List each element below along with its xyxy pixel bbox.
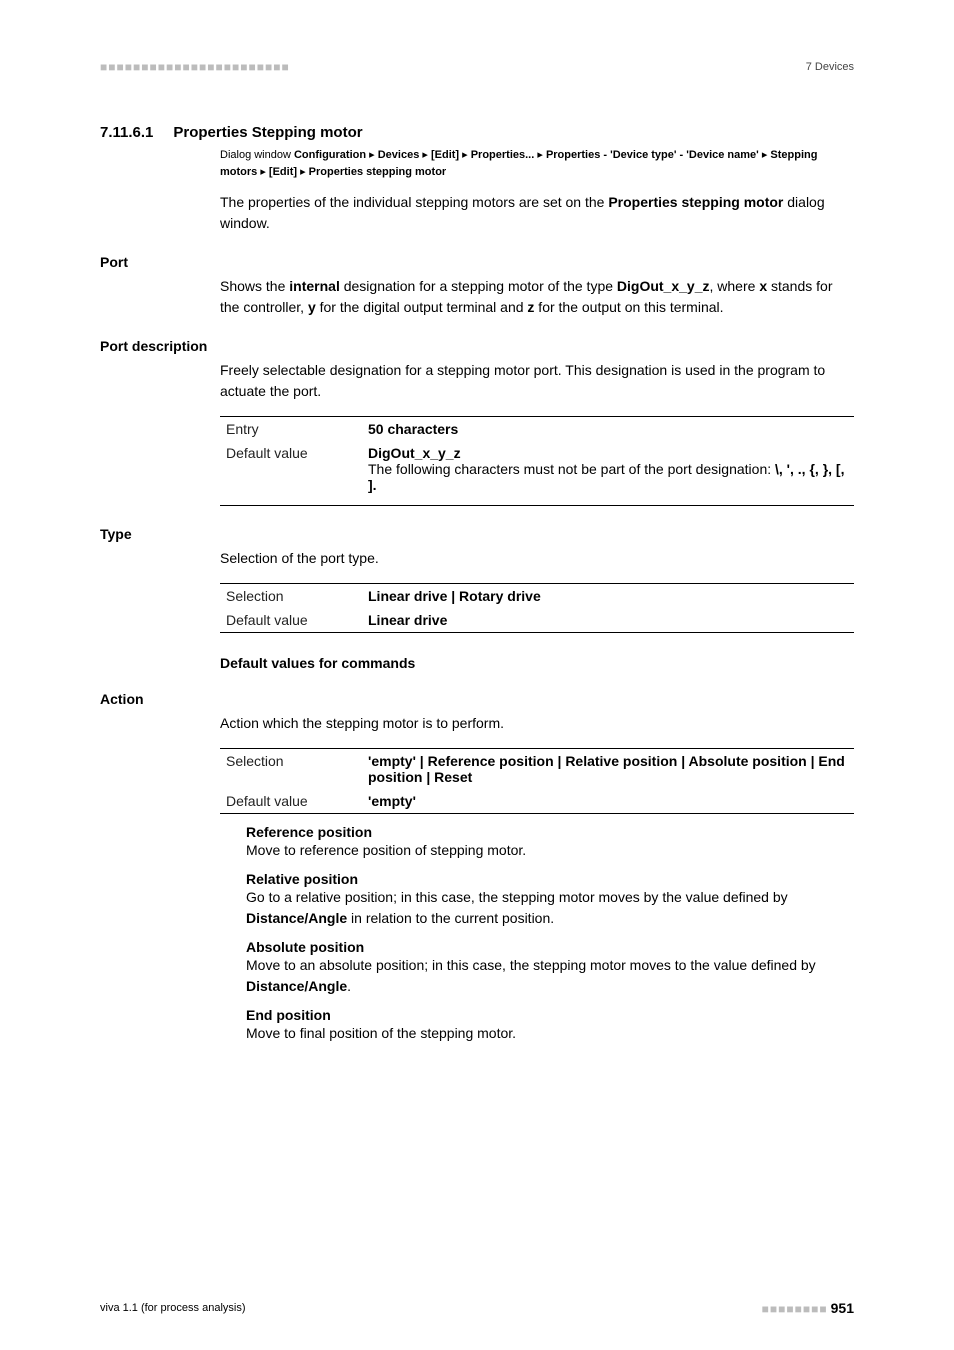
breadcrumb-item: Properties stepping motor	[309, 166, 447, 178]
type-table: Selection Linear drive | Rotary drive De…	[220, 583, 854, 633]
text-bold: y	[308, 299, 316, 315]
text-bold: internal	[289, 278, 340, 294]
option-relative-position: Relative position Go to a relative posit…	[246, 871, 854, 929]
breadcrumb-sep: ▸	[419, 149, 431, 161]
option-desc: Move to reference position of stepping m…	[246, 840, 854, 861]
header-dots-icon: ■■■■■■■■■■■■■■■■■■■■■■■	[100, 60, 290, 74]
portdesc-table: Entry 50 characters Default value DigOut…	[220, 416, 854, 506]
breadcrumb-item: Configuration	[294, 149, 366, 161]
breadcrumb-sep: ▸	[297, 166, 309, 178]
option-desc: Go to a relative position; in this case,…	[246, 887, 854, 929]
section-number: 7.11.6.1	[100, 124, 153, 141]
default-value: Linear drive	[362, 608, 854, 633]
default-value: 'empty'	[362, 789, 854, 814]
table-row: Default value 'empty'	[220, 789, 854, 814]
default-label: Default value	[220, 441, 362, 497]
entry-label: Entry	[220, 417, 362, 442]
port-paragraph: Shows the internal designation for a ste…	[220, 276, 854, 318]
breadcrumb-sep: ▸	[366, 149, 378, 161]
option-name: Relative position	[246, 871, 854, 887]
breadcrumb: Dialog window Configuration ▸ Devices ▸ …	[220, 147, 854, 180]
text: Shows the	[220, 278, 289, 294]
action-paragraph: Action which the stepping motor is to pe…	[220, 713, 854, 734]
note-text: The following characters must not be par…	[368, 461, 775, 477]
footer-right: ■■■■■■■■ 951	[762, 1300, 854, 1316]
footer-dots-icon: ■■■■■■■■	[762, 1302, 828, 1316]
table-row: Selection 'empty' | Reference position |…	[220, 749, 854, 790]
type-paragraph: Selection of the port type.	[220, 548, 854, 569]
breadcrumb-item: Properties...	[471, 149, 535, 161]
table-row: Default value DigOut_x_y_z The following…	[220, 441, 854, 497]
page-number: 951	[831, 1300, 854, 1316]
breadcrumb-sep: ▸	[257, 166, 269, 178]
text-bold: Distance/Angle	[246, 978, 347, 994]
footer-left: viva 1.1 (for process analysis)	[100, 1302, 246, 1314]
heading-port-description: Port description	[100, 338, 854, 354]
text: Go to a relative position; in this case,…	[246, 889, 788, 905]
option-name: End position	[246, 1007, 854, 1023]
section-header: 7.11.6.1 Properties Stepping motor	[100, 124, 854, 141]
page: ■■■■■■■■■■■■■■■■■■■■■■■ 7 Devices 7.11.6…	[0, 0, 954, 1350]
heading-action: Action	[100, 691, 854, 707]
breadcrumb-item: [Edit]	[269, 166, 297, 178]
breadcrumb-item: [Edit]	[431, 149, 459, 161]
text: for the digital output terminal and	[316, 299, 528, 315]
text-bold: DigOut_x_y_z	[617, 278, 710, 294]
option-desc: Move to an absolute position; in this ca…	[246, 955, 854, 997]
text-bold: x	[759, 278, 767, 294]
table-rule	[220, 497, 854, 506]
breadcrumb-sep: ▸	[459, 149, 471, 161]
text-bold: Distance/Angle	[246, 910, 347, 926]
text: for the output on this terminal.	[534, 299, 723, 315]
portdesc-paragraph: Freely selectable designation for a step…	[220, 360, 854, 402]
table-row: Default value Linear drive	[220, 608, 854, 633]
page-header: ■■■■■■■■■■■■■■■■■■■■■■■ 7 Devices	[100, 60, 854, 74]
default-value-cell: DigOut_x_y_z The following characters mu…	[362, 441, 854, 497]
section-title: Properties Stepping motor	[173, 124, 362, 141]
selection-value: 'empty' | Reference position | Relative …	[362, 749, 854, 790]
selection-value: Linear drive | Rotary drive	[362, 584, 854, 609]
breadcrumb-sep: ▸	[534, 149, 546, 161]
option-absolute-position: Absolute position Move to an absolute po…	[246, 939, 854, 997]
option-end-position: End position Move to final position of t…	[246, 1007, 854, 1044]
selection-label: Selection	[220, 584, 362, 609]
entry-value: 50 characters	[362, 417, 854, 442]
page-footer: viva 1.1 (for process analysis) ■■■■■■■■…	[100, 1300, 854, 1316]
default-label: Default value	[220, 789, 362, 814]
breadcrumb-sep: ▸	[759, 149, 771, 161]
selection-label: Selection	[220, 749, 362, 790]
table-row: Selection Linear drive | Rotary drive	[220, 584, 854, 609]
text: designation for a stepping motor of the …	[340, 278, 617, 294]
text-bold: Properties stepping motor	[608, 194, 783, 210]
heading-type: Type	[100, 526, 854, 542]
heading-port: Port	[100, 254, 854, 270]
breadcrumb-item: Properties - 'Device type' - 'Device nam…	[546, 149, 759, 161]
subsection-title: Default values for commands	[220, 655, 854, 671]
option-name: Absolute position	[246, 939, 854, 955]
section-intro: The properties of the individual steppin…	[220, 192, 854, 234]
text: The properties of the individual steppin…	[220, 194, 608, 210]
table-row: Entry 50 characters	[220, 417, 854, 442]
text: Move to an absolute position; in this ca…	[246, 957, 816, 973]
breadcrumb-text: Dialog window	[220, 149, 294, 161]
option-name: Reference position	[246, 824, 854, 840]
default-label: Default value	[220, 608, 362, 633]
header-right: 7 Devices	[806, 61, 854, 73]
text: .	[347, 978, 351, 994]
text: , where	[710, 278, 760, 294]
option-desc: Move to final position of the stepping m…	[246, 1023, 854, 1044]
action-table: Selection 'empty' | Reference position |…	[220, 748, 854, 814]
text: in relation to the current position.	[347, 910, 554, 926]
default-value: DigOut_x_y_z	[368, 445, 461, 461]
breadcrumb-item: Devices	[378, 149, 420, 161]
option-reference-position: Reference position Move to reference pos…	[246, 824, 854, 861]
